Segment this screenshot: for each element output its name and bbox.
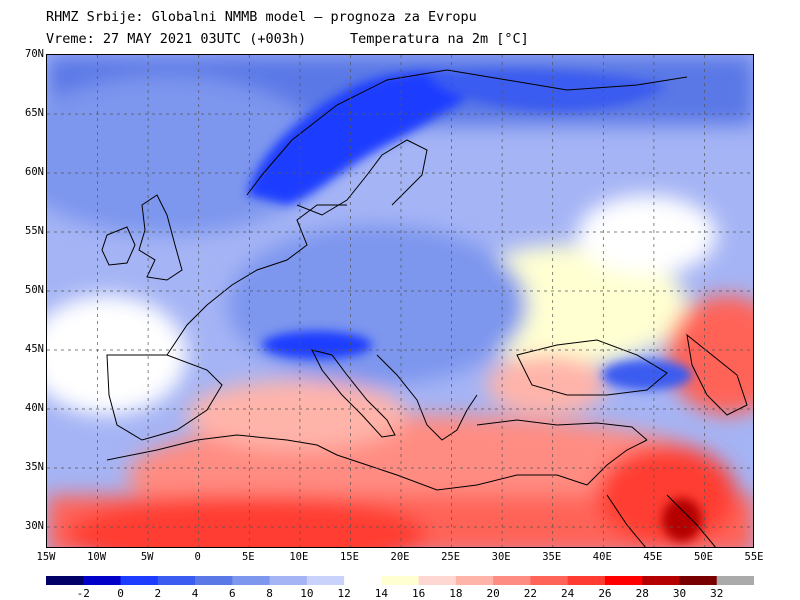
colorbar-label: 6 bbox=[229, 587, 236, 600]
colorbar-segment bbox=[381, 576, 420, 585]
longitude-label: 25E bbox=[441, 551, 461, 563]
colorbar-label: 0 bbox=[117, 587, 124, 600]
longitude-label: 15E bbox=[339, 551, 359, 563]
colorbar-label: 28 bbox=[635, 587, 649, 600]
longitude-label: 5E bbox=[241, 551, 255, 563]
colorbar-label: 30 bbox=[672, 587, 687, 600]
colorbar-segment bbox=[344, 576, 382, 585]
map-title: RHMZ Srbije: Globalni NMMB model — progn… bbox=[46, 9, 477, 25]
longitude-label: 40E bbox=[592, 551, 612, 563]
colorbar-segment bbox=[120, 576, 159, 585]
colorbar-segment bbox=[83, 576, 122, 585]
colorbar-label: 24 bbox=[561, 587, 575, 600]
colorbar-segment bbox=[604, 576, 643, 585]
colorbar-segment bbox=[306, 576, 345, 585]
latitude-label: 45N bbox=[25, 343, 44, 355]
colorbar-segment bbox=[269, 576, 308, 585]
colorbar-label: 14 bbox=[374, 587, 388, 600]
colorbar-label: 2 bbox=[154, 587, 162, 600]
colorbar-segment bbox=[46, 576, 84, 585]
longitude-label: 5W bbox=[140, 551, 154, 563]
colorbar-segment bbox=[493, 576, 531, 585]
colorbar-label: 16 bbox=[412, 587, 426, 600]
coastlines bbox=[101, 69, 748, 547]
latitude-label: 35N bbox=[25, 461, 44, 473]
longitude-label: 0 bbox=[194, 551, 201, 563]
colorbar-label: 10 bbox=[300, 587, 314, 600]
longitude-label: 10W bbox=[87, 551, 107, 563]
temperature-map bbox=[46, 54, 754, 548]
longitude-label: 35E bbox=[542, 551, 562, 563]
colorbar-label: 18 bbox=[449, 587, 463, 600]
graticule bbox=[47, 55, 753, 547]
latitude-label: 55N bbox=[25, 225, 44, 237]
longitude-label: 20E bbox=[390, 551, 410, 563]
longitude-label: 30E bbox=[491, 551, 511, 563]
latitude-label: 70N bbox=[25, 48, 44, 60]
colorbar-segment bbox=[455, 576, 494, 585]
colorbar-label: 12 bbox=[337, 587, 351, 600]
latitude-label: 40N bbox=[25, 402, 44, 414]
colorbar-segment bbox=[716, 576, 754, 585]
colorbar-label: -2 bbox=[76, 587, 90, 600]
latitude-label: 30N bbox=[25, 520, 44, 532]
colorbar-label: 20 bbox=[486, 587, 500, 600]
colorbar-segment bbox=[157, 576, 196, 585]
colorbar-segment bbox=[195, 576, 233, 585]
variable-label: Temperatura na 2m [°C] bbox=[350, 31, 529, 47]
colorbar-label: 8 bbox=[266, 587, 273, 600]
colorbar-label: 26 bbox=[598, 587, 612, 600]
longitude-label: 50E bbox=[693, 551, 713, 563]
colorbar-segment bbox=[232, 576, 271, 585]
colorbar-segment bbox=[642, 576, 680, 585]
colorbar-segment bbox=[679, 576, 718, 585]
colorbar-segment bbox=[567, 576, 606, 585]
colorbar-label: 32 bbox=[710, 587, 724, 600]
colorbar-segment bbox=[418, 576, 457, 585]
colorbar-label: 4 bbox=[191, 587, 199, 600]
longitude-label: 15W bbox=[36, 551, 56, 563]
longitude-label: 45E bbox=[643, 551, 663, 563]
longitude-label: 10E bbox=[289, 551, 309, 563]
latitude-label: 60N bbox=[25, 166, 44, 178]
latitude-label: 65N bbox=[25, 107, 44, 119]
colorbar bbox=[46, 576, 754, 585]
forecast-time: Vreme: 27 MAY 2021 03UTC (+003h) bbox=[46, 31, 307, 47]
latitude-label: 50N bbox=[25, 284, 44, 296]
colorbar-label: 22 bbox=[523, 587, 538, 600]
map-canvas bbox=[47, 55, 753, 547]
longitude-label: 55E bbox=[744, 551, 764, 563]
colorbar-segment bbox=[530, 576, 569, 585]
